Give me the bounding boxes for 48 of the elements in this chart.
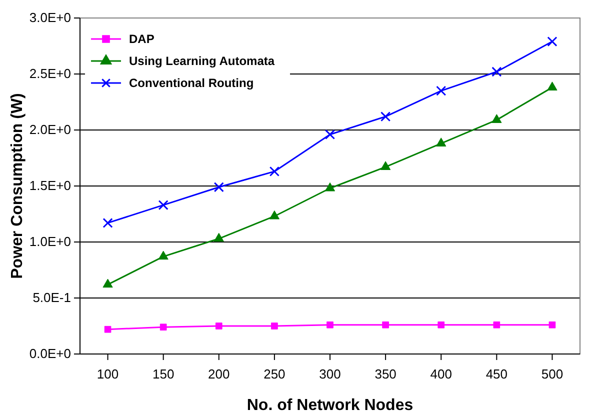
point bbox=[438, 321, 445, 328]
point bbox=[380, 112, 391, 122]
point bbox=[160, 324, 167, 331]
point bbox=[547, 82, 558, 90]
x-tick-label: 250 bbox=[264, 366, 286, 382]
point bbox=[215, 322, 222, 330]
point bbox=[269, 210, 280, 220]
point bbox=[158, 200, 168, 210]
y-tick-label: 2.5E+0 bbox=[29, 66, 71, 82]
x-tick-label: 100 bbox=[96, 366, 119, 382]
legend-label: Conventional Routing bbox=[129, 76, 254, 90]
x-tick-label: 150 bbox=[152, 366, 174, 382]
point bbox=[271, 322, 278, 330]
x-tick-label: 400 bbox=[430, 366, 452, 382]
point bbox=[492, 114, 502, 123]
point bbox=[214, 182, 224, 192]
point bbox=[382, 321, 389, 328]
x-tick-label: 200 bbox=[208, 366, 230, 382]
point bbox=[548, 321, 556, 328]
point bbox=[102, 218, 113, 228]
y-axis-title: Power Consumption (W) bbox=[9, 93, 26, 279]
x-tick-label: 500 bbox=[541, 366, 564, 382]
point bbox=[214, 232, 224, 242]
point bbox=[547, 36, 558, 47]
x-tick-label: 300 bbox=[319, 366, 341, 382]
point bbox=[436, 138, 446, 146]
x-tick-label: 350 bbox=[374, 366, 396, 382]
point bbox=[102, 278, 113, 288]
y-tick-label: 0.0E+0 bbox=[29, 346, 71, 362]
y-tick-label: 1.0E+0 bbox=[29, 234, 71, 250]
point bbox=[493, 321, 500, 328]
point bbox=[436, 86, 446, 96]
point bbox=[158, 250, 168, 260]
y-tick-label: 3.0E+0 bbox=[29, 10, 71, 26]
point bbox=[492, 66, 502, 77]
y-tick-label: 2.0E+0 bbox=[29, 122, 71, 138]
x-axis-title: No. of Network Nodes bbox=[246, 397, 414, 414]
y-tick-label: 1.5E+0 bbox=[29, 178, 71, 194]
point bbox=[380, 161, 391, 170]
x-tick-label: 450 bbox=[486, 366, 508, 382]
y-tick-label: 5.0E-1 bbox=[32, 290, 71, 306]
point bbox=[269, 166, 280, 176]
legend-label: DAP bbox=[129, 32, 154, 46]
point bbox=[324, 129, 336, 140]
point bbox=[104, 326, 112, 333]
legend-label: Using Learning Automata bbox=[129, 54, 275, 68]
point bbox=[324, 182, 336, 192]
point bbox=[326, 321, 334, 328]
